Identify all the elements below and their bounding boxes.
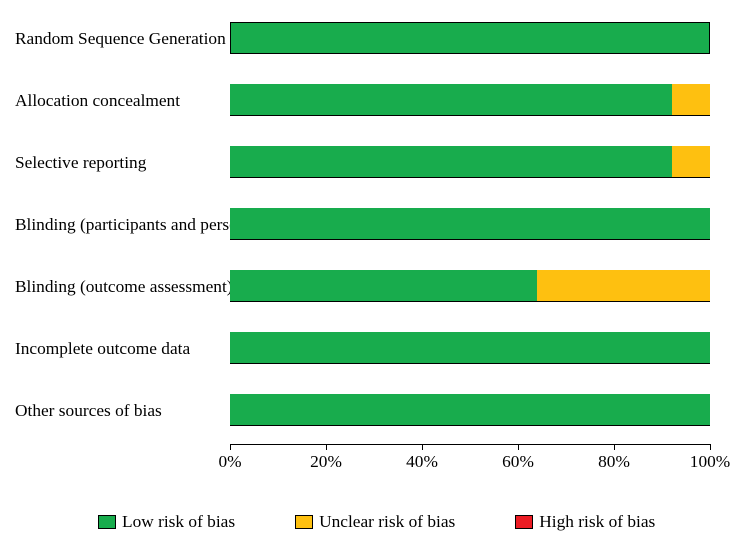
x-tick	[614, 444, 615, 450]
bar-segment-low	[230, 208, 710, 239]
bar-segment-low	[230, 394, 710, 425]
bar-segment-unclear	[672, 84, 710, 115]
x-tick	[518, 444, 519, 450]
bar-segment-low	[231, 23, 709, 53]
legend-swatch-unclear	[295, 515, 313, 529]
chart-row: Incomplete outcome data	[230, 332, 710, 364]
category-label: Selective reporting	[15, 153, 225, 173]
bar-segment-low	[230, 332, 710, 363]
x-axis	[230, 444, 710, 445]
legend-swatch-low	[98, 515, 116, 529]
x-tick-label: 0%	[218, 452, 241, 472]
x-tick-label: 80%	[598, 452, 630, 472]
x-tick	[710, 444, 711, 450]
bar-track	[230, 208, 710, 240]
legend-item-unclear: Unclear risk of bias	[295, 512, 455, 532]
category-label: Random Sequence Generation	[15, 29, 225, 49]
legend-swatch-high	[515, 515, 533, 529]
legend-item-high: High risk of bias	[515, 512, 655, 532]
category-label: Other sources of bias	[15, 401, 225, 421]
bar-track	[230, 22, 710, 54]
legend-label: Unclear risk of bias	[319, 512, 455, 532]
chart-row: Blinding (outcome assessment)	[230, 270, 710, 302]
legend-label: High risk of bias	[539, 512, 655, 532]
bar-track	[230, 270, 710, 302]
category-label: Allocation concealment	[15, 91, 225, 111]
bar-track	[230, 84, 710, 116]
bar-segment-unclear	[537, 270, 710, 301]
x-tick	[326, 444, 327, 450]
x-tick-label: 100%	[690, 452, 730, 472]
x-tick	[230, 444, 231, 450]
category-label: Incomplete outcome data	[15, 339, 225, 359]
x-tick-label: 40%	[406, 452, 438, 472]
x-tick-label: 20%	[310, 452, 342, 472]
category-label: Blinding (outcome assessment)	[15, 277, 225, 297]
chart-row: Other sources of bias	[230, 394, 710, 426]
bar-segment-low	[230, 146, 672, 177]
legend: Low risk of bias Unclear risk of bias High…	[98, 512, 655, 532]
risk-of-bias-chart: Random Sequence Generation Allocation con…	[0, 0, 752, 552]
bar-track	[230, 394, 710, 426]
legend-item-low: Low risk of bias	[98, 512, 235, 532]
chart-row: Allocation concealment	[230, 84, 710, 116]
x-tick-label: 60%	[502, 452, 534, 472]
category-label: Blinding (participants and personnel)	[15, 215, 225, 235]
x-tick	[422, 444, 423, 450]
bar-track	[230, 146, 710, 178]
chart-row: Random Sequence Generation	[230, 22, 710, 54]
bar-segment-unclear	[672, 146, 710, 177]
bar-track	[230, 332, 710, 364]
bar-segment-low	[230, 84, 672, 115]
plot-area: Random Sequence Generation Allocation con…	[230, 22, 710, 462]
bar-segment-low	[230, 270, 537, 301]
chart-row: Selective reporting	[230, 146, 710, 178]
legend-label: Low risk of bias	[122, 512, 235, 532]
chart-row: Blinding (participants and personnel)	[230, 208, 710, 240]
